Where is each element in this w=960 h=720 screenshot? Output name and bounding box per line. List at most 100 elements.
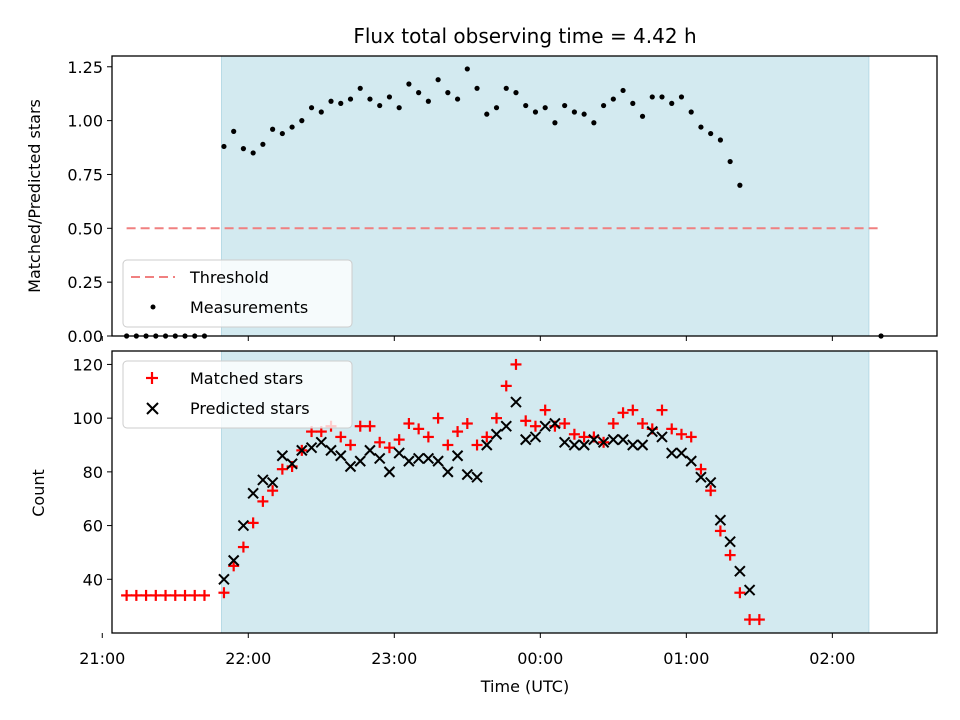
measurement-point: [445, 90, 451, 96]
matched-star-point: [150, 589, 162, 601]
measurement-point: [571, 109, 577, 115]
predicted-star-point: [218, 573, 230, 585]
predicted-star-point: [315, 436, 327, 449]
matched-star-point: [744, 614, 756, 626]
predicted-star-point: [335, 450, 347, 462]
matched-star-point: [198, 589, 210, 601]
bottom-x-axis: 21:00 22:00 23:00 00:00 01:00 02:00: [79, 633, 855, 668]
measurement-point: [737, 182, 743, 188]
predicted-star-point: [364, 444, 376, 457]
measurement-point: [669, 100, 675, 106]
measurement-point: [630, 100, 636, 106]
predicted-star-point: [588, 433, 600, 446]
y-tick-label: 100: [72, 409, 103, 428]
matched-star-point: [413, 423, 425, 435]
measurement-point: [591, 120, 597, 126]
measurement-point: [600, 102, 607, 109]
predicted-star-point: [539, 420, 551, 432]
x-tick-label: 01:00: [663, 649, 709, 668]
measurement-point: [678, 94, 685, 100]
measurement-point: [279, 130, 285, 137]
predicted-star-point: [266, 476, 279, 489]
matched-star-point: [267, 485, 279, 497]
matched-stars-series: [121, 358, 765, 626]
measurement-point: [503, 85, 509, 91]
measurement-point: [552, 120, 558, 126]
matched-star-point: [354, 420, 366, 432]
x-tick-label: 00:00: [517, 649, 563, 668]
matched-star-point: [666, 423, 678, 435]
matched-star-point: [442, 439, 454, 451]
matched-star-point: [344, 439, 356, 451]
measurement-point: [698, 124, 704, 130]
matched-star-point: [724, 549, 736, 561]
y-tick-label: 0.50: [67, 219, 103, 238]
predicted-star-point: [344, 460, 357, 473]
predicted-star-point: [373, 452, 386, 465]
matched-star-point: [578, 431, 590, 443]
legend-predicted-swatch: [146, 402, 159, 415]
predicted-star-point: [568, 439, 581, 451]
y-tick-label: 0.25: [67, 273, 103, 292]
measurement-point: [708, 130, 714, 137]
matched-star-point: [179, 589, 191, 601]
predicted-star-point: [276, 450, 289, 462]
measurement-point: [581, 111, 587, 117]
predicted-star-point: [627, 439, 639, 451]
measurement-point: [386, 94, 393, 100]
measurement-point: [649, 94, 655, 100]
measurement-point: [620, 87, 626, 94]
measurement-point: [425, 98, 431, 104]
matched-star-point: [121, 589, 133, 601]
matched-star-point: [364, 420, 376, 432]
matched-star-point: [461, 418, 473, 430]
predicted-star-point: [422, 452, 435, 465]
measurement-point: [250, 150, 256, 156]
predicted-stars-series: [218, 396, 756, 596]
matched-star-point: [140, 589, 152, 601]
bottom-y-axis-label: Count: [29, 469, 48, 517]
matched-star-point: [169, 589, 181, 601]
measurement-point: [688, 109, 694, 115]
measurement-point: [270, 126, 276, 132]
matched-star-point: [160, 589, 172, 601]
matched-star-point: [568, 428, 580, 440]
matched-star-point: [695, 463, 707, 475]
measurement-point: [639, 113, 646, 119]
matched-star-point: [276, 463, 288, 475]
predicted-star-point: [520, 433, 532, 446]
matched-star-point: [500, 380, 512, 392]
top-y-axis: 0.00 0.25 0.50 0.75 1.00 1.25: [67, 58, 112, 346]
bottom-plot-frame: [111, 350, 938, 634]
predicted-star-point: [257, 474, 269, 486]
x-tick-label: 22:00: [225, 649, 271, 668]
y-tick-label: 60: [83, 517, 103, 536]
predicted-star-point: [354, 455, 366, 467]
measurement-point: [406, 81, 412, 87]
matched-star-point: [705, 485, 717, 497]
measurement-point: [416, 90, 422, 96]
matched-star-point: [481, 431, 493, 443]
predicted-star-point: [305, 441, 318, 454]
predicted-star-point: [286, 458, 298, 470]
measurement-point: [659, 94, 665, 100]
matched-star-point: [520, 415, 532, 427]
top-plot-frame: [111, 55, 938, 337]
matched-star-point: [257, 495, 269, 507]
predicted-star-point: [412, 452, 425, 465]
measurement-point: [299, 118, 305, 124]
matched-star-point: [218, 587, 230, 599]
matched-star-point: [675, 428, 687, 440]
measurement-point: [610, 96, 616, 102]
top-x-ticks: [101, 336, 833, 341]
predicted-star-point: [656, 431, 668, 443]
bottom-panel: 40 60 80 100 120 21:00 22:00 23:00 00:00 01:00 02…: [29, 350, 938, 696]
measurement-point: [318, 109, 324, 115]
measurement-point: [464, 66, 470, 72]
measurement-point: [347, 96, 354, 102]
measurement-point: [532, 109, 539, 115]
matched-star-point: [422, 431, 434, 443]
y-tick-label: 1.25: [67, 58, 103, 77]
predicted-star-point: [743, 584, 756, 596]
y-tick-label: 0.75: [67, 165, 103, 184]
